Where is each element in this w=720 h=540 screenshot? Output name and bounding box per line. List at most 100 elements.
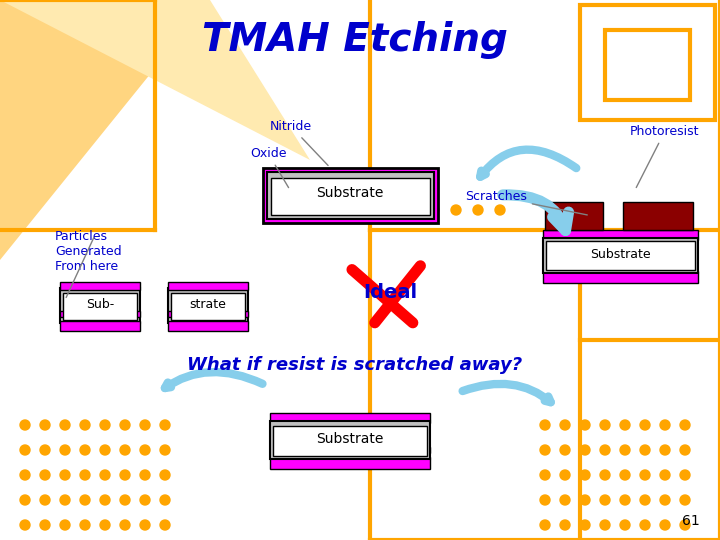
Text: Substrate: Substrate <box>316 186 384 200</box>
Circle shape <box>20 520 30 530</box>
Circle shape <box>40 445 50 455</box>
Text: Scratches: Scratches <box>465 190 588 215</box>
Circle shape <box>580 445 590 455</box>
Circle shape <box>540 520 550 530</box>
Circle shape <box>160 520 170 530</box>
Text: Oxide: Oxide <box>250 147 289 187</box>
FancyBboxPatch shape <box>542 238 698 273</box>
Circle shape <box>60 445 70 455</box>
Circle shape <box>620 470 630 480</box>
Circle shape <box>640 470 650 480</box>
Circle shape <box>140 495 150 505</box>
Circle shape <box>540 420 550 430</box>
Circle shape <box>20 470 30 480</box>
Circle shape <box>680 420 690 430</box>
Circle shape <box>40 420 50 430</box>
Circle shape <box>80 420 90 430</box>
Circle shape <box>600 495 610 505</box>
Circle shape <box>540 445 550 455</box>
Circle shape <box>385 205 395 215</box>
Circle shape <box>680 520 690 530</box>
FancyBboxPatch shape <box>168 321 248 330</box>
Circle shape <box>60 470 70 480</box>
FancyBboxPatch shape <box>263 167 438 222</box>
Circle shape <box>40 495 50 505</box>
Circle shape <box>680 470 690 480</box>
Circle shape <box>120 445 130 455</box>
Polygon shape <box>0 0 310 160</box>
Circle shape <box>160 495 170 505</box>
Circle shape <box>560 495 570 505</box>
Circle shape <box>40 520 50 530</box>
Circle shape <box>60 520 70 530</box>
FancyBboxPatch shape <box>270 413 430 423</box>
Circle shape <box>495 205 505 215</box>
Text: Substrate: Substrate <box>590 248 650 261</box>
Circle shape <box>560 470 570 480</box>
Text: strate: strate <box>189 299 226 312</box>
Circle shape <box>140 520 150 530</box>
Text: Sub-: Sub- <box>86 299 114 312</box>
Circle shape <box>680 445 690 455</box>
Circle shape <box>640 420 650 430</box>
FancyBboxPatch shape <box>60 310 140 316</box>
Circle shape <box>120 470 130 480</box>
Circle shape <box>100 445 110 455</box>
Circle shape <box>140 470 150 480</box>
Circle shape <box>140 420 150 430</box>
FancyBboxPatch shape <box>63 293 137 320</box>
Text: 61: 61 <box>683 514 700 528</box>
Circle shape <box>160 470 170 480</box>
Circle shape <box>20 420 30 430</box>
Circle shape <box>680 495 690 505</box>
Text: What if resist is scratched away?: What if resist is scratched away? <box>187 356 523 374</box>
Text: TMAH Etching: TMAH Etching <box>202 21 508 59</box>
Circle shape <box>660 445 670 455</box>
FancyBboxPatch shape <box>168 287 248 322</box>
FancyBboxPatch shape <box>270 447 430 453</box>
Circle shape <box>640 495 650 505</box>
FancyBboxPatch shape <box>60 287 140 322</box>
FancyBboxPatch shape <box>273 426 427 456</box>
Circle shape <box>600 520 610 530</box>
Circle shape <box>660 470 670 480</box>
Circle shape <box>407 205 417 215</box>
Circle shape <box>40 470 50 480</box>
Circle shape <box>429 205 439 215</box>
Circle shape <box>620 445 630 455</box>
Circle shape <box>660 520 670 530</box>
Circle shape <box>451 205 461 215</box>
Circle shape <box>600 445 610 455</box>
Circle shape <box>560 420 570 430</box>
Circle shape <box>100 495 110 505</box>
Polygon shape <box>0 0 210 260</box>
Text: Photoresist: Photoresist <box>630 125 700 187</box>
Circle shape <box>60 495 70 505</box>
FancyBboxPatch shape <box>171 293 245 320</box>
Circle shape <box>120 420 130 430</box>
Circle shape <box>620 495 630 505</box>
Circle shape <box>580 495 590 505</box>
Circle shape <box>580 520 590 530</box>
Circle shape <box>473 205 483 215</box>
Circle shape <box>120 520 130 530</box>
Circle shape <box>600 420 610 430</box>
Circle shape <box>540 495 550 505</box>
Circle shape <box>600 470 610 480</box>
Circle shape <box>20 445 30 455</box>
FancyBboxPatch shape <box>270 457 430 469</box>
FancyBboxPatch shape <box>542 230 698 240</box>
Circle shape <box>640 445 650 455</box>
Circle shape <box>80 445 90 455</box>
Circle shape <box>580 470 590 480</box>
Circle shape <box>80 495 90 505</box>
FancyBboxPatch shape <box>623 201 693 229</box>
Circle shape <box>80 470 90 480</box>
Text: Substrate: Substrate <box>316 432 384 446</box>
FancyBboxPatch shape <box>544 201 603 229</box>
Text: Nitride: Nitride <box>270 120 328 165</box>
Circle shape <box>140 445 150 455</box>
Circle shape <box>100 520 110 530</box>
Circle shape <box>660 495 670 505</box>
Circle shape <box>160 420 170 430</box>
